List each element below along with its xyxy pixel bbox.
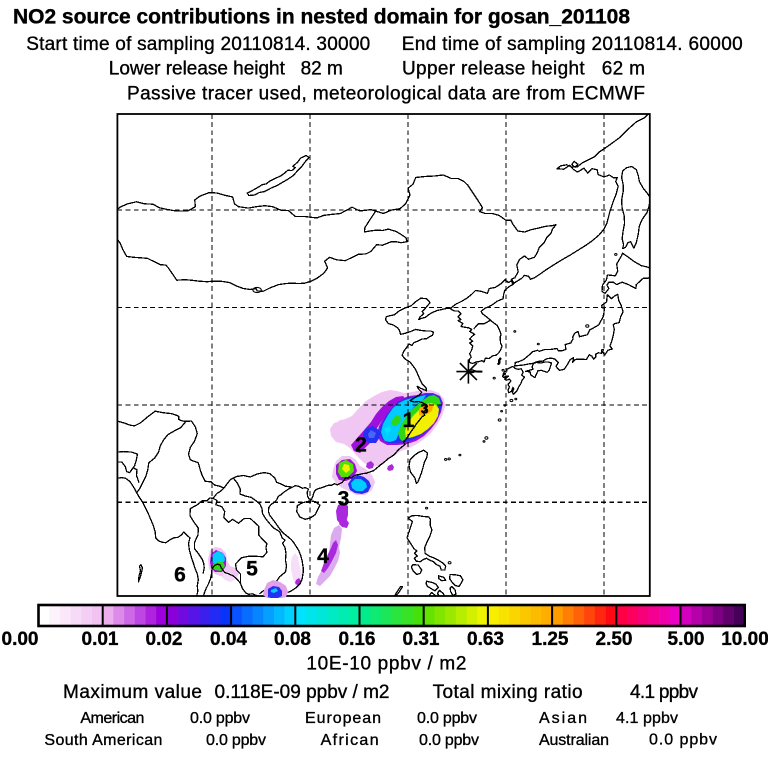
svg-text:Total mixing ratio: Total mixing ratio <box>433 682 583 703</box>
svg-text:0.31: 0.31 <box>403 629 440 650</box>
svg-text:Australian: Australian <box>539 732 609 749</box>
svg-text:0.01: 0.01 <box>82 629 119 650</box>
svg-text:3: 3 <box>421 401 429 417</box>
svg-text:2.50: 2.50 <box>596 629 633 650</box>
svg-text:0.63: 0.63 <box>467 629 504 650</box>
svg-text:0.16: 0.16 <box>339 629 376 650</box>
svg-text:South American: South American <box>44 732 162 749</box>
svg-text:4.1 ppbv: 4.1 ppbv <box>630 682 699 703</box>
svg-text:End time of sampling 20110814.: End time of sampling 20110814. 60000 <box>402 34 743 55</box>
svg-text:0.118E-09 ppbv / m2: 0.118E-09 ppbv / m2 <box>215 682 390 703</box>
svg-text:6: 6 <box>174 564 186 587</box>
svg-text:0.0 ppbv: 0.0 ppbv <box>417 710 477 727</box>
svg-text:Maximum value: Maximum value <box>63 682 202 703</box>
svg-text:Upper release height 62 m: Upper release height 62 m <box>402 59 645 80</box>
svg-text:0.0 ppbv: 0.0 ppbv <box>649 732 717 749</box>
svg-text:1.25: 1.25 <box>532 629 569 650</box>
svg-text:African: African <box>321 732 379 749</box>
svg-text:American: American <box>80 710 144 727</box>
svg-text:2: 2 <box>355 434 367 457</box>
svg-text:Asian: Asian <box>539 710 587 727</box>
svg-text:0.04: 0.04 <box>210 629 247 650</box>
svg-text:0.00: 0.00 <box>2 629 39 650</box>
svg-text:0.08: 0.08 <box>274 629 311 650</box>
svg-text:10.00: 10.00 <box>721 629 768 650</box>
svg-text:0.0 ppbv: 0.0 ppbv <box>206 732 266 749</box>
svg-text:5: 5 <box>246 558 258 581</box>
svg-text:5.00: 5.00 <box>668 629 705 650</box>
svg-text:1: 1 <box>403 409 415 432</box>
svg-text:Start time of sampling 2011081: Start time of sampling 20110814. 30000 <box>26 34 370 55</box>
svg-text:Passive tracer used, meteorolo: Passive tracer used, meteorological data… <box>127 84 645 105</box>
svg-text:European: European <box>305 710 381 727</box>
svg-text:10E-10 ppbv / m2: 10E-10 ppbv / m2 <box>306 654 466 675</box>
svg-text:4.1 ppbv: 4.1 ppbv <box>616 710 678 727</box>
svg-text:Lower release height 82 m: Lower release height 82 m <box>109 59 343 80</box>
svg-text:0.0 ppbv: 0.0 ppbv <box>190 710 250 727</box>
svg-text:0.0 ppbv: 0.0 ppbv <box>419 732 479 749</box>
svg-text:0.02: 0.02 <box>146 629 183 650</box>
svg-text:NO2 source contributions in ne: NO2 source contributions in nested domai… <box>13 6 630 29</box>
svg-text:4: 4 <box>317 545 329 568</box>
svg-text:3: 3 <box>338 488 350 511</box>
